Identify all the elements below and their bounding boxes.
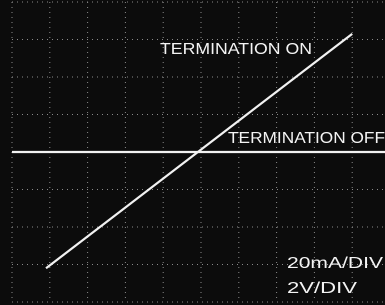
- chart: TERMINATION ON TERMINATION OFF 20mA/DIV 2V/…: [0, 0, 385, 305]
- scale-label: 20mA/DIV: [287, 255, 383, 272]
- trace-label: TERMINATION ON: [160, 41, 312, 58]
- scale-label: 2V/DIV: [287, 280, 357, 297]
- page: TERMINATION ON TERMINATION OFF 20mA/DIV 2V/…: [0, 0, 385, 305]
- trace-label: TERMINATION OFF: [228, 130, 385, 147]
